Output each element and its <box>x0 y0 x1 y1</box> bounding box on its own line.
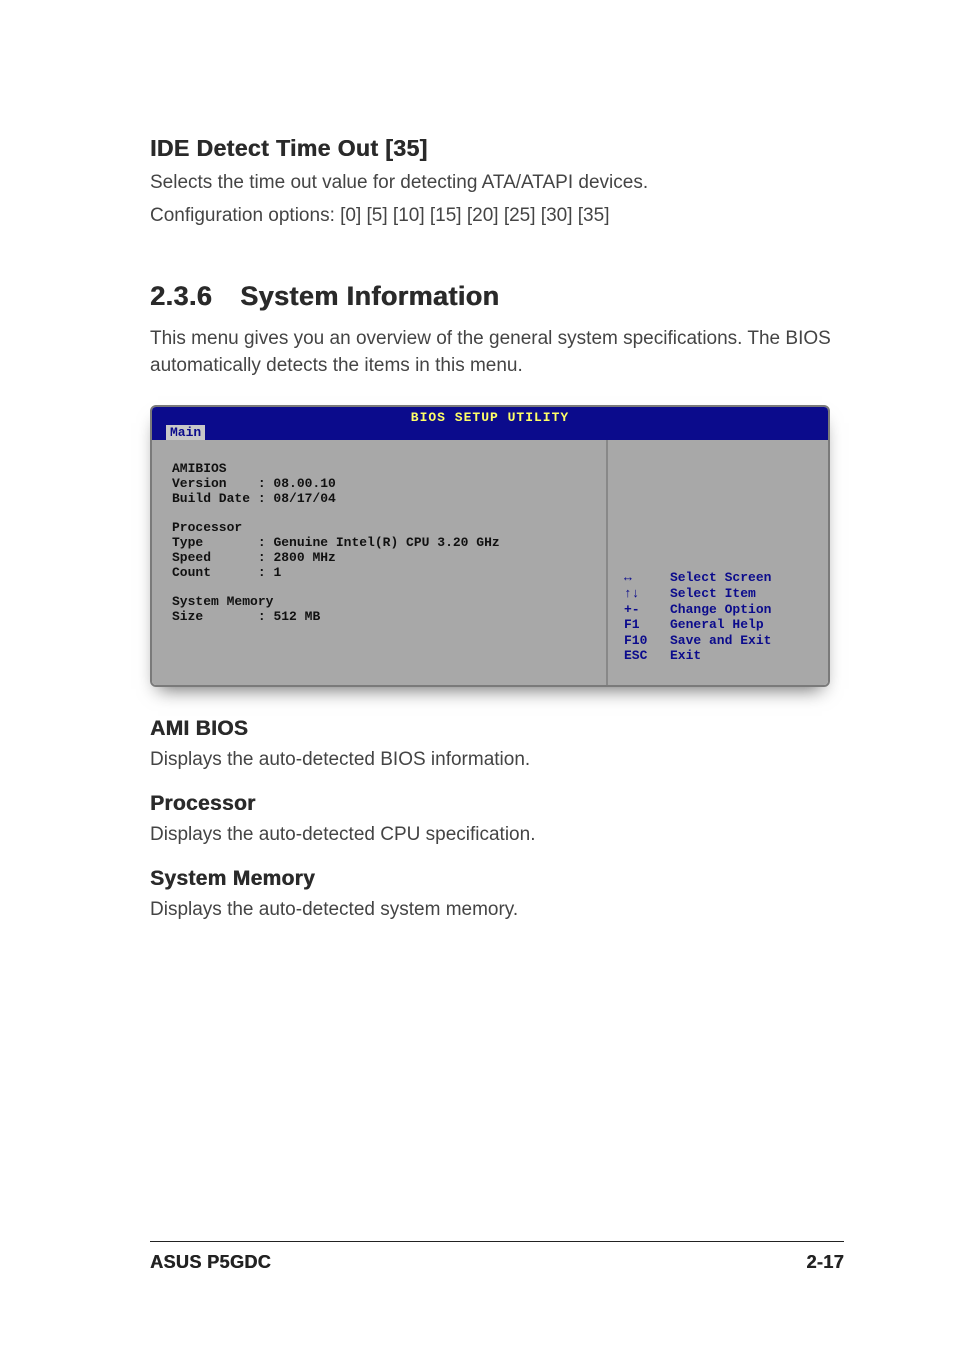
memory-size: Size : 512 MB <box>172 610 594 625</box>
bios-tab-main: Main <box>166 425 205 440</box>
bios-tabs: Main <box>152 425 828 440</box>
ami-bios-text: Displays the auto-detected BIOS informat… <box>150 747 844 774</box>
processor-speed: Speed : 2800 MHz <box>172 551 594 566</box>
ide-heading: IDE Detect Time Out [35] <box>150 135 844 162</box>
help-save-exit: F10Save and Exit <box>624 633 816 649</box>
bios-left-panel: AMIBIOS Version : 08.00.10 Build Date : … <box>152 440 608 685</box>
processor-text: Displays the auto-detected CPU specifica… <box>150 822 844 849</box>
ide-text-2: Configuration options: [0] [5] [10] [15]… <box>150 203 844 230</box>
footer-page-number: 2-17 <box>806 1252 844 1273</box>
section-number: 2.3.6 <box>150 281 212 311</box>
page-footer: ASUS P5GDC 2-17 <box>150 1241 844 1273</box>
bios-screenshot: BIOS SETUP UTILITY Main AMIBIOS Version … <box>150 405 830 687</box>
ami-bios-heading: AMI BIOS <box>150 717 844 741</box>
system-memory-heading: System Memory <box>150 867 844 891</box>
system-memory-text: Displays the auto-detected system memory… <box>150 897 844 924</box>
bios-help-panel: ↔Select Screen ↑↓Select Item +-Change Op… <box>608 440 828 685</box>
amibios-version: Version : 08.00.10 <box>172 477 594 492</box>
bios-title: BIOS SETUP UTILITY <box>152 407 828 425</box>
section-title: System Information <box>240 281 499 311</box>
help-select-item: ↑↓Select Item <box>624 586 816 602</box>
sysinfo-intro: This menu gives you an overview of the g… <box>150 326 844 379</box>
processor-type: Type : Genuine Intel(R) CPU 3.20 GHz <box>172 536 594 551</box>
ide-text-1: Selects the time out value for detecting… <box>150 170 844 197</box>
memory-label: System Memory <box>172 595 594 610</box>
help-exit: ESCExit <box>624 648 816 664</box>
footer-product: ASUS P5GDC <box>150 1252 271 1273</box>
help-general-help: F1General Help <box>624 617 816 633</box>
processor-heading: Processor <box>150 792 844 816</box>
processor-label: Processor <box>172 521 594 536</box>
help-change-option: +-Change Option <box>624 602 816 618</box>
sysinfo-heading: 2.3.6 System Information <box>150 281 844 312</box>
amibios-builddate: Build Date : 08/17/04 <box>172 492 594 507</box>
processor-count: Count : 1 <box>172 566 594 581</box>
amibios-label: AMIBIOS <box>172 462 594 477</box>
help-select-screen: ↔Select Screen <box>624 570 816 586</box>
